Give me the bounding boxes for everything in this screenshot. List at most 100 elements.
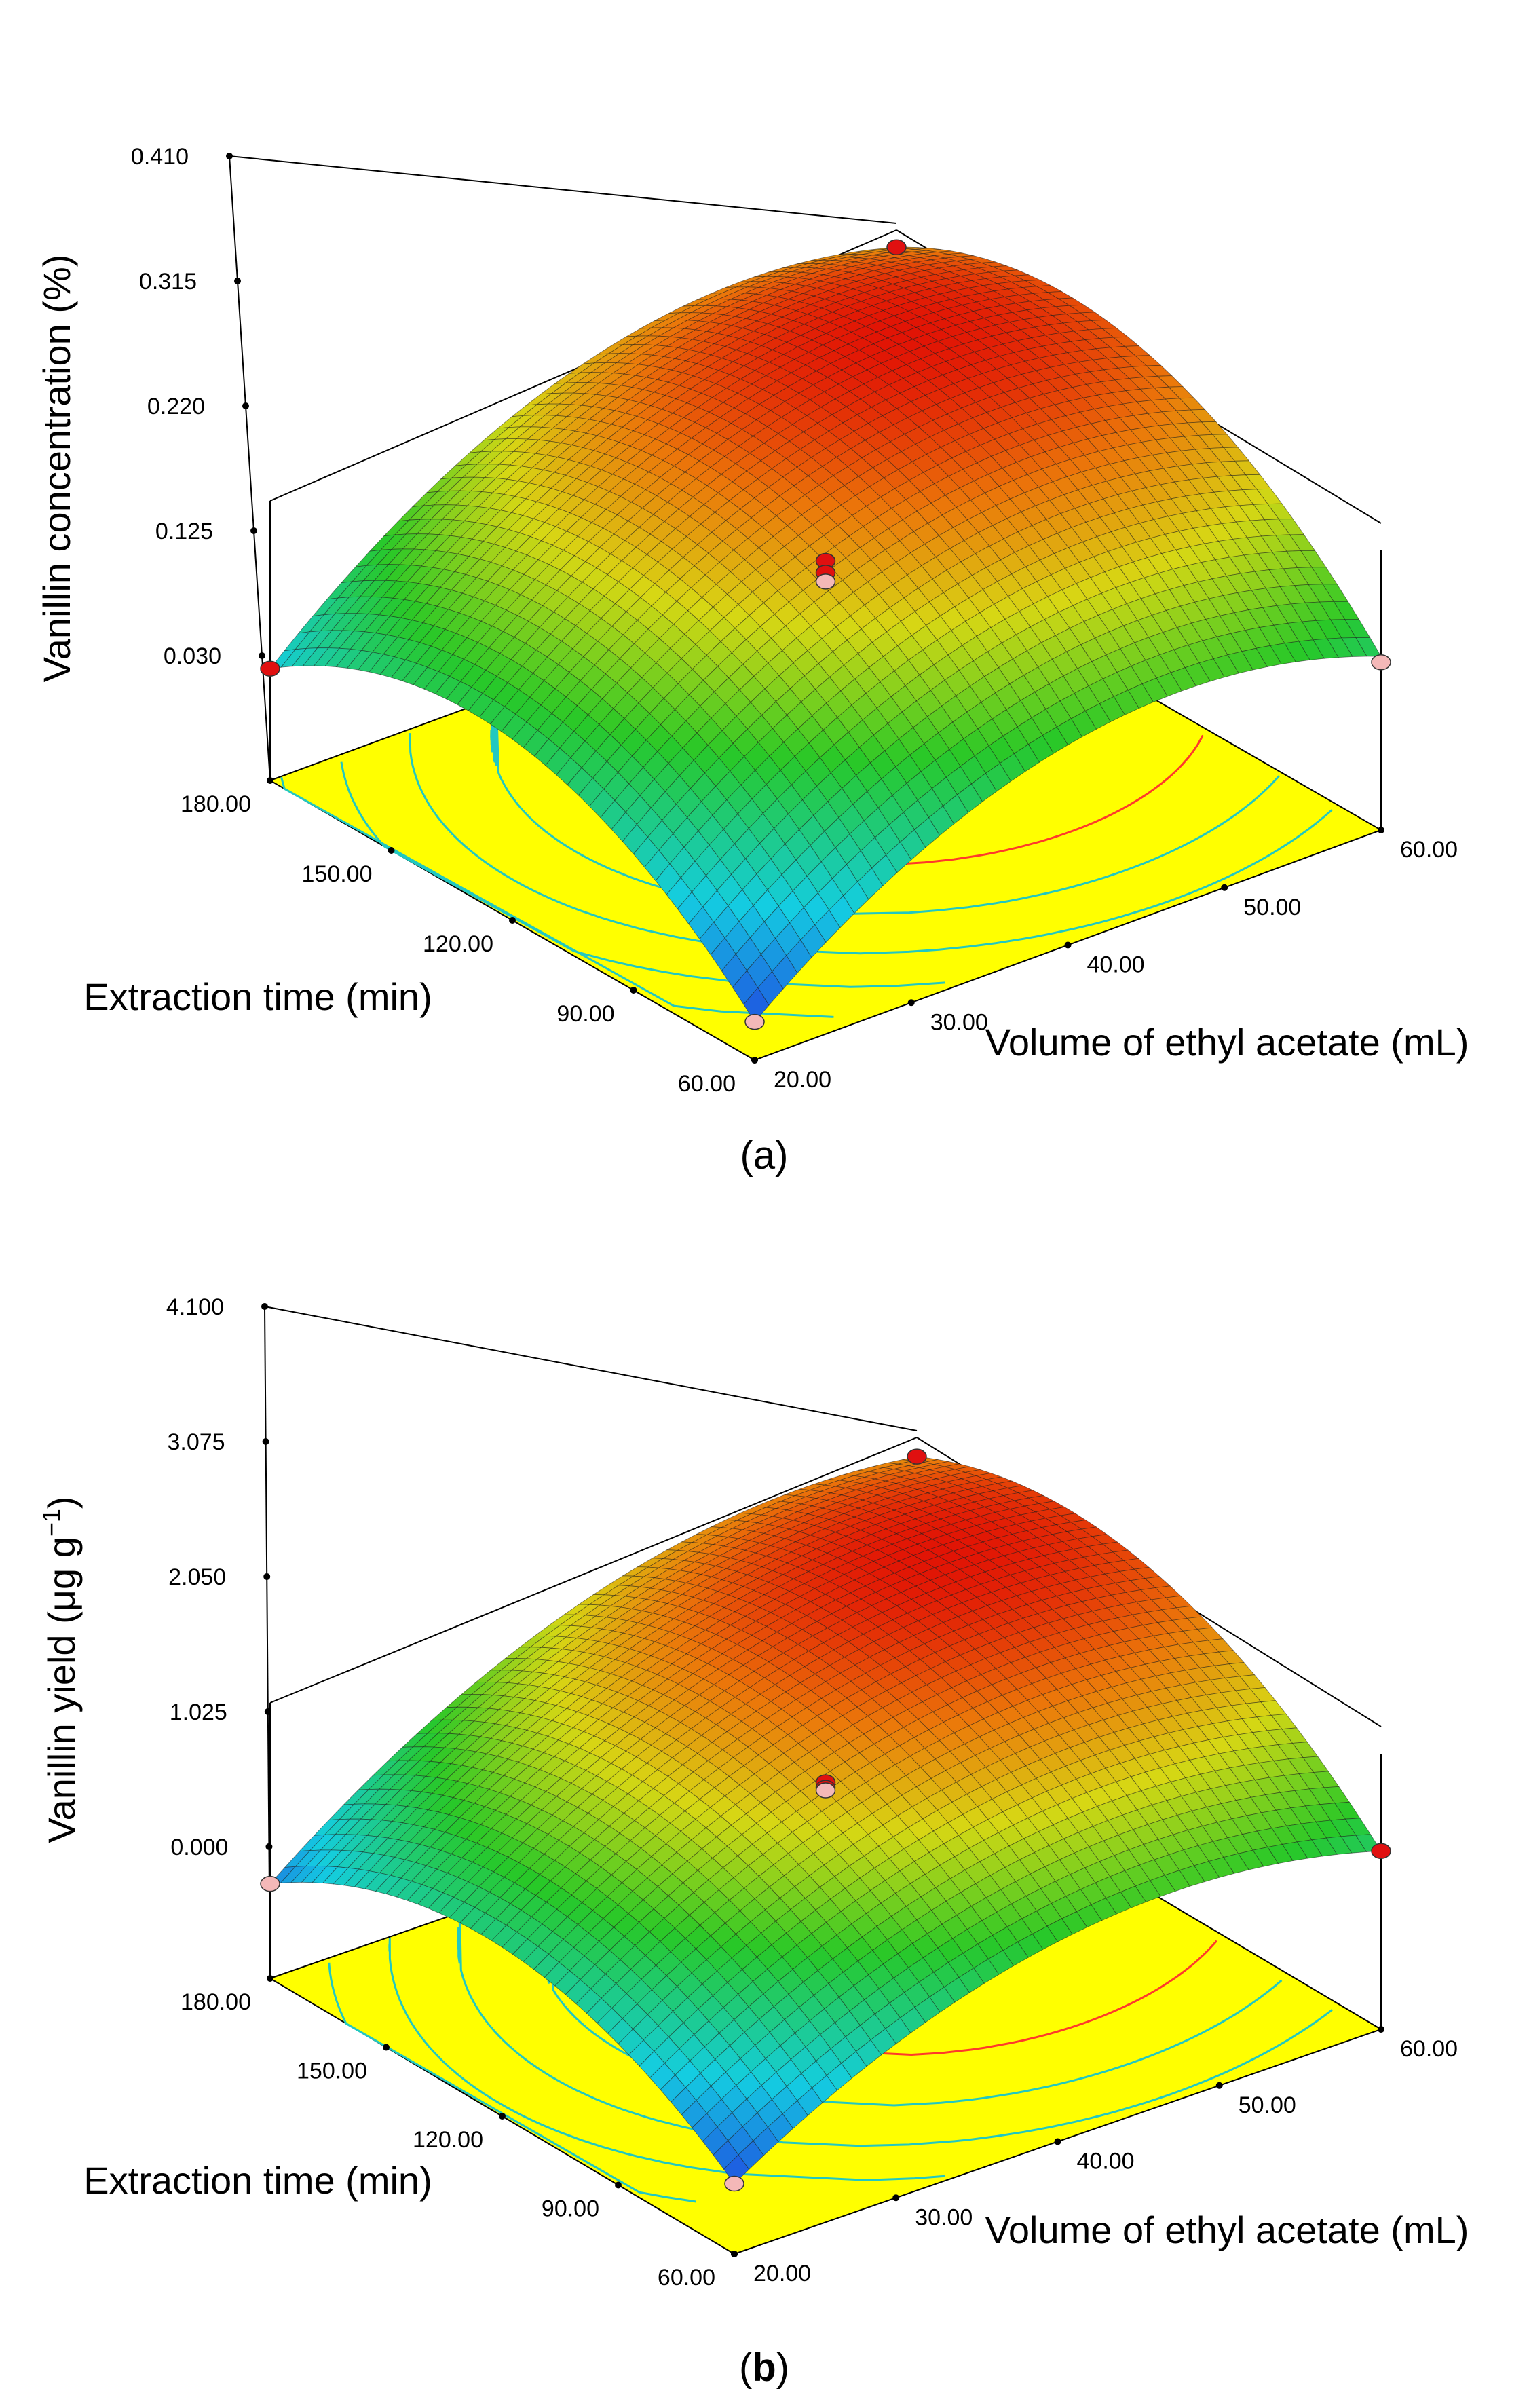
floor-axes: 20.00 30.00 40.00 50.00 60.00 60.00 90.00 120.0… (181, 1975, 1458, 2291)
z-tick-mark (259, 652, 265, 659)
z-tick-label: 0.030 (164, 643, 221, 669)
x-tick-mark (1064, 941, 1072, 949)
x-tick-label: 20.00 (774, 1067, 831, 1093)
top-box-edge (229, 155, 897, 224)
z-axis-title: Vanillin yield (μg g−1) (37, 1496, 83, 1843)
y-tick-mark (383, 2044, 390, 2051)
y-tick-mark (751, 1057, 758, 1064)
design-point-above (886, 239, 907, 256)
x-tick-label: 20.00 (753, 2261, 811, 2287)
z-tick-mark (263, 1573, 271, 1580)
z-axis-line (264, 1306, 271, 1979)
z-tick-label: 2.050 (168, 1564, 226, 1590)
z-axis-title-end: ) (40, 1496, 83, 1509)
x-tick-label: 40.00 (1077, 2149, 1135, 2175)
z-axis-title-superscript: −1 (37, 1509, 65, 1537)
axis-titles: Vanillin yield (μg g−1) Volume of ethyl a… (37, 1496, 1469, 2251)
contour-line (340, 761, 945, 988)
design-point-above (260, 660, 280, 677)
y-tick-label: 90.00 (556, 1001, 614, 1027)
response-surface (269, 246, 1382, 1023)
y-tick-label: 150.00 (297, 2058, 367, 2084)
y-tick-label: 120.00 (413, 2127, 483, 2153)
z-axis-title-text: Vanillin yield (μg g (40, 1537, 83, 1843)
panel-a-surface-plot: 20.00 30.00 40.00 50.00 60.00 60.00 90.00 120.0… (35, 144, 1469, 1097)
z-axis: 0.030 0.125 0.220 0.315 0.410 (131, 144, 897, 781)
y-tick-mark (388, 847, 395, 854)
y-tick-mark (731, 2251, 738, 2257)
z-tick-mark (226, 153, 233, 159)
y-tick-label: 60.00 (678, 1071, 736, 1097)
z-tick-mark (250, 527, 257, 534)
y-tick-mark (630, 987, 637, 994)
x-tick-label: 50.00 (1239, 2092, 1296, 2118)
x-tick-mark (1215, 2082, 1223, 2089)
z-tick-label: 0.410 (131, 144, 189, 170)
y-tick-mark (615, 2181, 622, 2189)
x-tick-mark (1378, 2026, 1384, 2033)
z-tick-label: 3.075 (168, 1429, 225, 1455)
y-tick-mark (499, 2113, 506, 2120)
design-point-below (1371, 654, 1391, 671)
y-tick-label: 180.00 (181, 791, 251, 817)
panel-b-caption: (b) (739, 2346, 789, 2390)
top-box-edge (269, 1437, 918, 1704)
z-tick-mark (262, 1437, 269, 1445)
floor-axes: 20.00 30.00 40.00 50.00 60.00 60.00 90.00 120.0… (181, 777, 1458, 1097)
contour-line (388, 1938, 945, 2181)
z-tick-label: 0.315 (139, 269, 197, 295)
y-tick-label: 150.00 (302, 861, 373, 887)
z-tick-label: 4.100 (166, 1294, 224, 1320)
contour-line (456, 1918, 1333, 2147)
contour-line (409, 733, 1333, 955)
x-tick-mark (907, 999, 915, 1007)
z-tick-mark (265, 1843, 273, 1850)
design-point-above (907, 1448, 927, 1465)
x-tick-label: 30.00 (915, 2204, 973, 2230)
x-tick-label: 60.00 (1400, 837, 1458, 863)
y-tick-label: 120.00 (423, 931, 493, 957)
z-tick-label: 0.000 (170, 1835, 228, 1860)
panel-b-surface-plot: 20.00 30.00 40.00 50.00 60.00 60.00 90.00 120.0… (37, 1294, 1469, 2291)
design-point-below (815, 573, 836, 590)
design-point-above (1371, 1843, 1391, 1860)
design-points (260, 239, 1391, 1030)
response-surface (269, 1456, 1382, 2185)
surface-cell (743, 987, 770, 1023)
z-axis-line (229, 155, 271, 781)
y-tick-label: 60.00 (658, 2265, 715, 2291)
z-axis: 0.000 1.025 2.050 3.075 4.100 (166, 1294, 918, 1979)
x-tick-mark (892, 2194, 900, 2202)
y-tick-label: 90.00 (542, 2196, 599, 2222)
design-point-below (260, 1875, 280, 1892)
z-tick-mark (264, 1708, 271, 1715)
x-axis-title: Volume of ethyl acetate (mL) (985, 1021, 1469, 1064)
x-tick-label: 50.00 (1243, 895, 1301, 920)
z-tick-label: 0.220 (147, 394, 205, 419)
contour-line (280, 776, 834, 1018)
x-axis-title: Volume of ethyl acetate (mL) (985, 2208, 1469, 2251)
x-tick-label: 60.00 (1400, 2036, 1458, 2062)
x-tick-label: 30.00 (930, 1009, 988, 1035)
design-point-below (815, 1782, 836, 1799)
x-tick-label: 40.00 (1087, 952, 1145, 978)
x-tick-mark (1221, 884, 1228, 891)
y-axis-title: Extraction time (min) (83, 975, 432, 1018)
design-point-below (744, 1013, 765, 1030)
design-points (260, 1448, 1391, 2192)
panel-a-caption: (a) (740, 1133, 789, 1178)
y-tick-mark (509, 917, 516, 924)
contour-line (328, 1962, 696, 2203)
z-tick-mark (242, 402, 249, 409)
axis-titles: Vanillin concentration (%) Volume of ethy… (35, 255, 1469, 1064)
z-tick-label: 0.125 (155, 519, 213, 544)
x-tick-mark (1378, 827, 1384, 833)
x-tick-mark (1054, 2138, 1061, 2145)
design-point-below (724, 2175, 744, 2192)
z-tick-mark (261, 1303, 268, 1310)
y-tick-label: 180.00 (181, 1989, 251, 2015)
z-axis-title-text: Vanillin concentration (%) (35, 255, 78, 683)
z-tick-mark (234, 278, 241, 284)
z-tick-label: 1.025 (170, 1699, 227, 1725)
